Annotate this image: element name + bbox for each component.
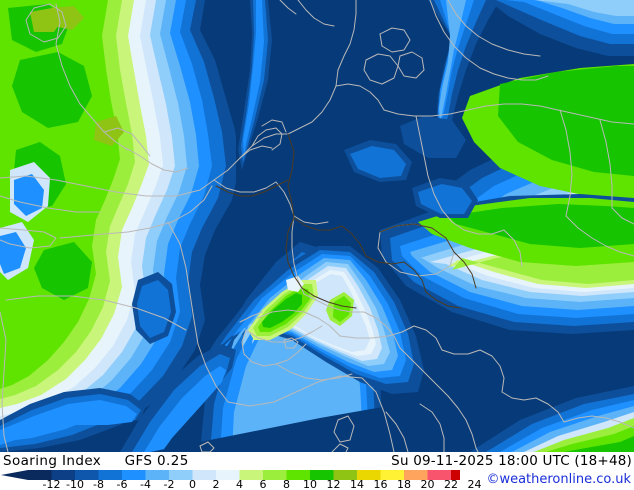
coastline-layer [0,0,634,452]
field-contour-southeast-green [380,194,634,334]
colorbar-tick-label: 0 [189,478,196,490]
product-title: Soaring Index GFS 0.25 [3,453,189,469]
colorbar-tick-label: -4 [140,478,151,490]
colorbar-bin [192,470,217,480]
colorbar-bin [451,470,460,480]
colorbar-tick-label: 20 [420,478,435,490]
colorbar-tick-label: 18 [397,478,411,490]
colorbar-bin [239,470,264,480]
colorbar-tick-label: -12 [42,478,61,490]
colorbar-bin [380,470,405,480]
colorbar-tick-label: 8 [283,478,290,490]
product-title-text: Soaring Index [3,453,102,469]
colorbar[interactable]: -12 -10 -8 -6 -4 -2 0 2 4 6 8 10 12 14 16 18 20 22 24 ©wea… [0,469,634,490]
field-streak-northsea [238,0,272,170]
map-footer: Soaring Index GFS 0.25 Su 09-11-2025 18:… [0,452,634,490]
colorbar-tick-label: 4 [236,478,243,490]
field-contour-sweden [488,0,634,56]
caption-row: Soaring Index GFS 0.25 Su 09-11-2025 18:… [0,452,634,470]
colorbar-tick-label: -2 [163,478,175,490]
colorbar-tick-label: 6 [259,478,267,490]
colorbar-bin [310,470,335,480]
valid-time: Su 09-11-2025 18:00 UTC (18+48) [391,453,632,469]
colorbar-bin [51,470,76,480]
copyright-credit: ©weatheronline.co.uk [486,472,631,487]
colorbar-bin [216,470,241,480]
colorbar-bin [333,470,358,480]
colorbar-bin [75,470,100,480]
colorbar-tick-label: 24 [467,478,482,490]
colorbar-tick-label: 16 [373,478,388,490]
colorbar-bin [145,470,170,480]
colorbar-tick-label: 2 [212,478,220,490]
colorbar-ticks: -12 -10 -8 -6 -4 -2 0 2 4 6 8 10 12 14 16 18 20 22 24 [0,478,482,490]
colorbar-bin [404,470,429,480]
colorbar-tick-label: 10 [303,478,317,490]
field-contour-southwest-streak [0,344,236,452]
field-blob-biscay [132,272,176,344]
soaring-index-map[interactable] [0,0,634,452]
colorbar-bin [169,470,194,480]
map-canvas [0,0,634,452]
colorbar-bin [98,470,123,480]
colorbar-tick-label: 12 [326,478,341,490]
colorbar-tick-label: -8 [93,478,104,490]
colorbar-tick-label: 14 [350,478,364,490]
colorbar-tick-label: 22 [444,478,458,490]
colorbar-bin [122,470,147,480]
border-layer [215,133,477,309]
colorbar-under-arrow [1,470,28,480]
field-misc-streaks [344,116,478,218]
colorbar-bin [28,470,53,480]
colorbar-tick-label: -10 [66,478,84,490]
colorbar-bin [263,470,288,480]
colorbar-bin [427,470,452,480]
colorbar-swatches [1,470,460,480]
colorbar-bin [286,470,311,480]
colorbar-bin [357,470,382,480]
model-name-text: GFS 0.25 [124,453,189,469]
colorbar-tick-label: -6 [116,478,128,490]
